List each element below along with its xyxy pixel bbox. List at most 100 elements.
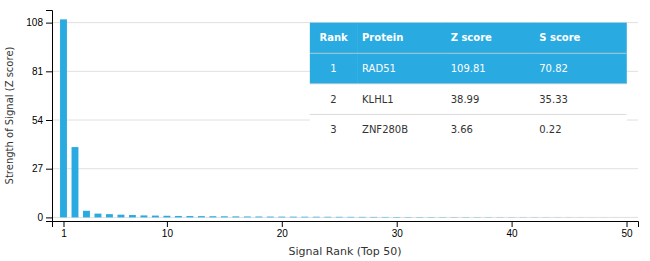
- table-text: 0.22: [539, 124, 561, 135]
- table-text: 2: [330, 94, 336, 105]
- x-axis: 11020304050: [53, 221, 639, 239]
- bar: [600, 217, 607, 218]
- bar: [393, 216, 400, 217]
- table-rule: [310, 83, 626, 84]
- tick-label: 20: [277, 228, 289, 239]
- bar: [186, 216, 193, 217]
- bar: [508, 217, 515, 218]
- tick-mark: [63, 221, 64, 227]
- bar: [324, 216, 331, 218]
- table-cell: [446, 114, 535, 145]
- bar: [232, 216, 239, 218]
- tick: 10: [162, 221, 174, 239]
- tick-label: 40: [507, 228, 519, 239]
- tick-mark: [627, 221, 628, 227]
- bar: [497, 217, 504, 218]
- table-text: 70.82: [539, 63, 568, 74]
- bar: [129, 215, 136, 217]
- tick-mark: [46, 217, 52, 218]
- tick: 0: [37, 212, 52, 223]
- bar: [612, 217, 619, 218]
- table-cell: [357, 53, 446, 84]
- table-cell: [310, 84, 358, 115]
- tick: 20: [277, 221, 289, 239]
- bar: [589, 217, 596, 218]
- bar: [152, 216, 159, 218]
- tick-mark: [512, 221, 513, 227]
- bar: [163, 216, 170, 218]
- tick-mark: [46, 23, 52, 24]
- bar: [336, 216, 343, 218]
- table-text: 1: [330, 63, 336, 74]
- bar: [462, 217, 469, 218]
- chart: 110203040500275481108RankProteinZ scoreS…: [0, 0, 650, 261]
- tick: 54: [32, 115, 52, 126]
- bar: [60, 19, 67, 217]
- bar: [428, 217, 435, 218]
- tick: 81: [32, 66, 52, 77]
- bar: [313, 216, 320, 218]
- table-cell: [357, 114, 446, 145]
- bar: [106, 214, 113, 217]
- grid: [52, 23, 638, 218]
- table-cell: [535, 53, 627, 84]
- table-cell: [535, 23, 627, 54]
- bar: [301, 216, 308, 218]
- bar: [485, 217, 492, 218]
- bar: [198, 216, 205, 217]
- tick-mark: [46, 120, 52, 121]
- table-cell: [357, 23, 446, 54]
- bar: [255, 216, 262, 218]
- tick-mark: [46, 169, 52, 170]
- bar: [543, 217, 550, 218]
- bar: [439, 217, 446, 218]
- tick: 27: [32, 163, 52, 174]
- tick-label: 108: [26, 17, 43, 28]
- tick-label: 30: [392, 228, 404, 239]
- tick-mark: [167, 221, 168, 227]
- tick-mark: [282, 221, 283, 227]
- table-cell: [446, 53, 535, 84]
- table-text: RAD51: [362, 63, 396, 74]
- table-text: 3: [330, 124, 336, 135]
- bar: [451, 217, 458, 218]
- table-cell: [357, 84, 446, 115]
- table-text: Rank: [319, 32, 348, 43]
- table-text: 38.99: [451, 94, 480, 105]
- tick-label: 10: [162, 228, 174, 239]
- tick-label: 0: [37, 212, 43, 223]
- table-text: 109.81: [451, 63, 486, 74]
- table-cell: [535, 114, 627, 145]
- tick-mark: [46, 71, 52, 72]
- table-text: KLHL1: [362, 94, 394, 105]
- bar: [95, 214, 102, 218]
- y-axis-label: Strength of Signal (Z score): [4, 46, 15, 184]
- y-axis: 0 27 54 81 108: [26, 11, 52, 224]
- plot: 110203040500275481108RankProteinZ scoreS…: [26, 11, 638, 240]
- table-text: S score: [539, 32, 580, 43]
- bar: [405, 217, 412, 218]
- bar: [175, 216, 182, 217]
- bars: [60, 19, 630, 217]
- tick-label: 50: [621, 228, 633, 239]
- tick-label: 81: [32, 66, 44, 77]
- grid-line: [52, 168, 638, 169]
- tick: 50: [621, 221, 633, 239]
- bar: [83, 211, 90, 218]
- tick-label: 27: [32, 163, 44, 174]
- x-axis-label: Signal Rank (Top 50): [289, 245, 402, 258]
- table-text: 35.33: [539, 94, 568, 105]
- table-cell: [310, 53, 358, 84]
- tick: 108: [26, 17, 52, 28]
- axis-line: [46, 11, 53, 222]
- bar: [382, 216, 389, 217]
- bar: [577, 217, 584, 218]
- grid-line: [52, 217, 638, 218]
- bar: [359, 216, 366, 218]
- bar: [290, 216, 297, 218]
- table-rule: [310, 114, 626, 115]
- table-cell: [535, 84, 627, 115]
- bar: [566, 217, 573, 218]
- bar: [370, 216, 377, 217]
- table-cell: [310, 114, 358, 145]
